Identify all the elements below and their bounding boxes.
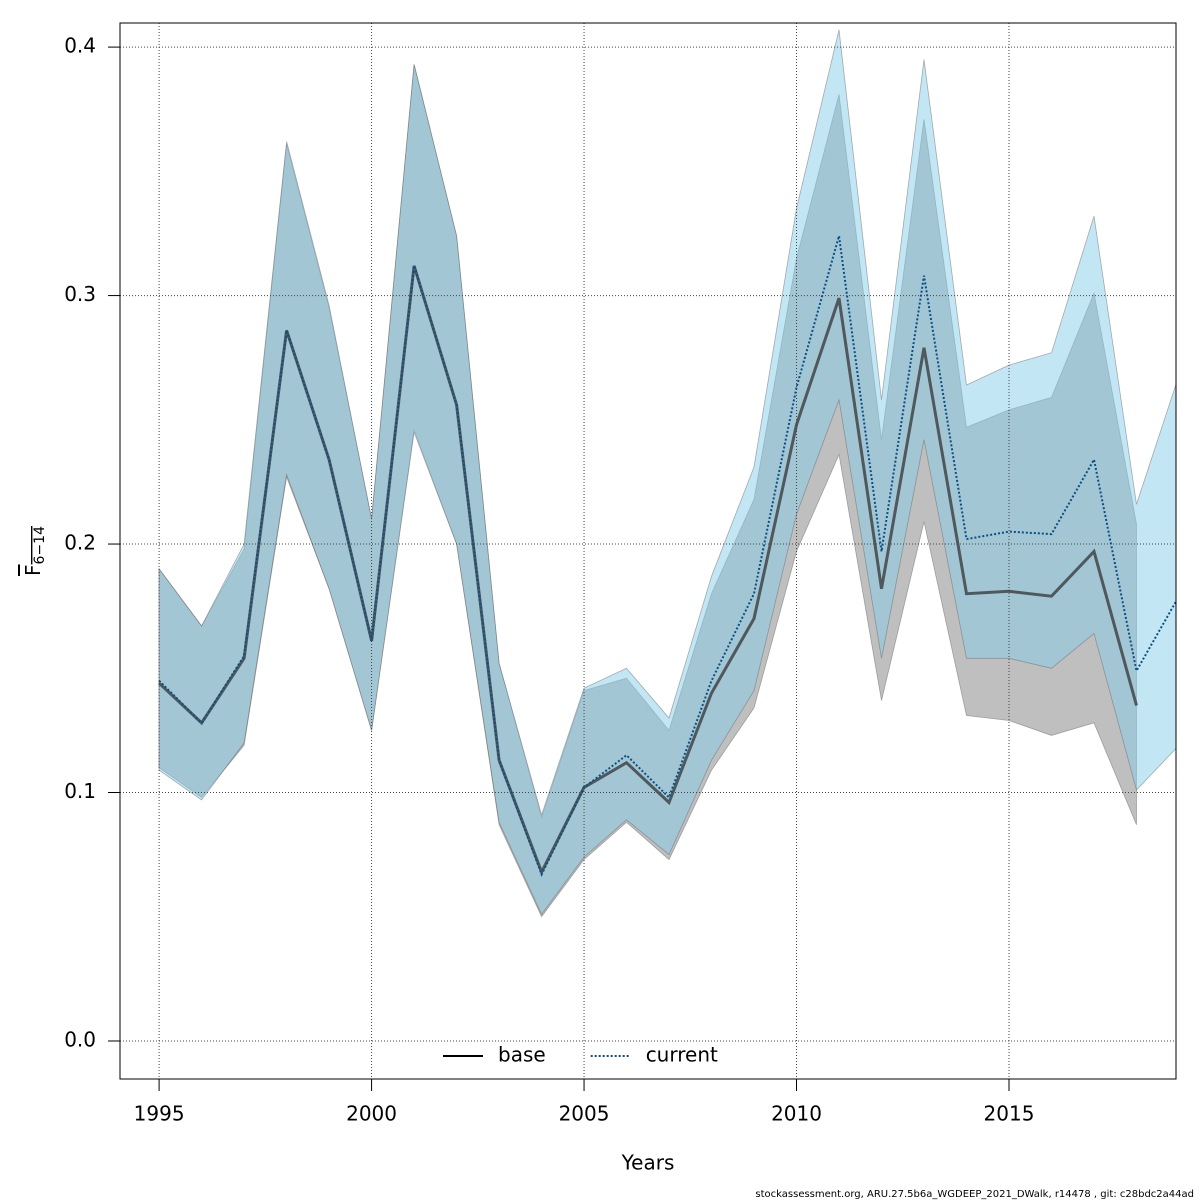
y-label-subscript: 6−14	[32, 526, 48, 565]
legend-label: current	[646, 1043, 718, 1067]
legend-label: base	[498, 1043, 546, 1067]
x-tick-label: 2015	[984, 1102, 1035, 1126]
plot-area	[158, 29, 1176, 918]
x-tick-label: 1995	[134, 1102, 185, 1126]
y-axis-title-main: F6−14	[21, 526, 49, 576]
y-tick-label: 0.1	[64, 779, 96, 803]
y-label: F	[21, 564, 45, 576]
x-tick-label: 2005	[559, 1102, 610, 1126]
x-axis-title: Years	[621, 1151, 675, 1175]
y-tick-label: 0.2	[64, 531, 96, 555]
plot-frame	[119, 22, 1177, 1080]
y-tick-label: 0.0	[64, 1027, 96, 1051]
footer: stockassessment.org, ARU.27.5b6a_WGDEEP_…	[755, 1189, 1194, 1200]
y-tick-label: 0.3	[64, 282, 96, 306]
x-tick-label: 2000	[346, 1102, 397, 1126]
x-tick-label: 2010	[771, 1102, 822, 1126]
confidence-band	[158, 29, 1176, 916]
y-tick-label: 0.4	[64, 34, 96, 58]
y-axis-title: F6−14	[21, 526, 49, 576]
